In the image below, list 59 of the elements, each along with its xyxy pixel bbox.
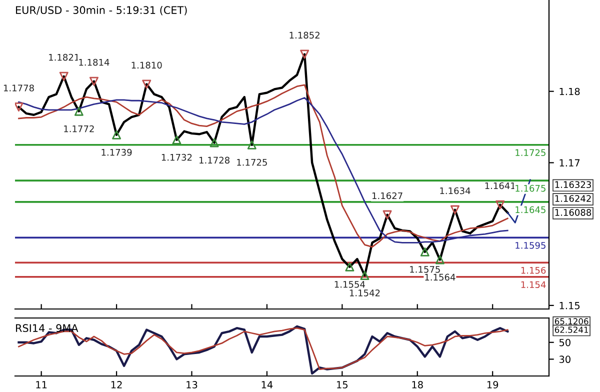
data-label: 1.1814 xyxy=(79,58,110,66)
point xyxy=(360,270,370,280)
ref-line-label: 1.1675 xyxy=(516,184,546,192)
x-tick-label: 11 xyxy=(36,381,47,388)
text: 1.16088 xyxy=(555,209,592,216)
point xyxy=(435,255,444,264)
ref-line-label: 1.1595 xyxy=(516,242,546,249)
point xyxy=(345,262,354,272)
y-tick-label: 1.18 xyxy=(560,88,580,96)
point xyxy=(142,80,152,89)
x-tick-label: 19 xyxy=(487,381,498,388)
point xyxy=(15,102,24,112)
data-label: 1.1554 xyxy=(334,281,365,288)
data-label: 1.1725 xyxy=(237,158,267,166)
data-label: 1.1575 xyxy=(410,266,440,273)
data-label: 1.1564 xyxy=(425,274,456,281)
point xyxy=(210,138,219,148)
point xyxy=(247,140,256,150)
y-tick-label: 30 xyxy=(559,356,570,364)
data-label: 1.1728 xyxy=(200,156,230,164)
text: 1.16323 xyxy=(555,181,591,188)
data-label: 1.1852 xyxy=(290,32,320,39)
point xyxy=(172,135,182,144)
x-tick-label: 15 xyxy=(337,381,348,388)
ref-line-label: 1.154 xyxy=(521,281,546,288)
y-tick-label: 1.17 xyxy=(560,159,580,166)
data-label: 1.1641 xyxy=(485,182,516,190)
x-tick-label: 18 xyxy=(412,381,423,388)
x-tick-label: 12 xyxy=(111,381,122,388)
data-label: 1.1739 xyxy=(102,148,132,156)
y-tick-label: 50 xyxy=(559,338,570,346)
data-label: 1.1772 xyxy=(64,125,94,132)
ref-line-label: 1.1645 xyxy=(516,206,546,214)
ref-line-label: 1.1725 xyxy=(516,149,546,156)
point xyxy=(420,247,430,256)
point xyxy=(450,205,460,214)
text: 62.5241 xyxy=(554,326,588,333)
point xyxy=(382,210,392,220)
chart-title: RSI14 - 9MA xyxy=(16,324,78,332)
point xyxy=(300,50,310,59)
x-tick-label: 14 xyxy=(262,381,273,388)
text: 1.16242 xyxy=(555,195,591,202)
point xyxy=(112,130,122,140)
point xyxy=(496,200,505,210)
data-label: 1.1732 xyxy=(162,154,192,161)
ref-line-label: 1.156 xyxy=(521,266,546,274)
data-label: 1.1810 xyxy=(132,62,162,69)
data-label: 1.1634 xyxy=(440,187,470,194)
x-tick-label: 13 xyxy=(186,381,198,388)
data-label: 1.1627 xyxy=(372,192,402,200)
y-tick-label: 1.15 xyxy=(560,302,580,310)
point xyxy=(74,106,84,116)
point xyxy=(59,72,68,81)
text: 65.1206 xyxy=(554,318,588,324)
data-label: 1.1821 xyxy=(49,54,79,61)
point xyxy=(89,76,98,86)
data-label: 1.1542 xyxy=(350,290,380,296)
text: EUR/USD - 30min - 5:19:31 (CET) xyxy=(16,6,187,16)
data-label: 1.1778 xyxy=(4,84,34,92)
